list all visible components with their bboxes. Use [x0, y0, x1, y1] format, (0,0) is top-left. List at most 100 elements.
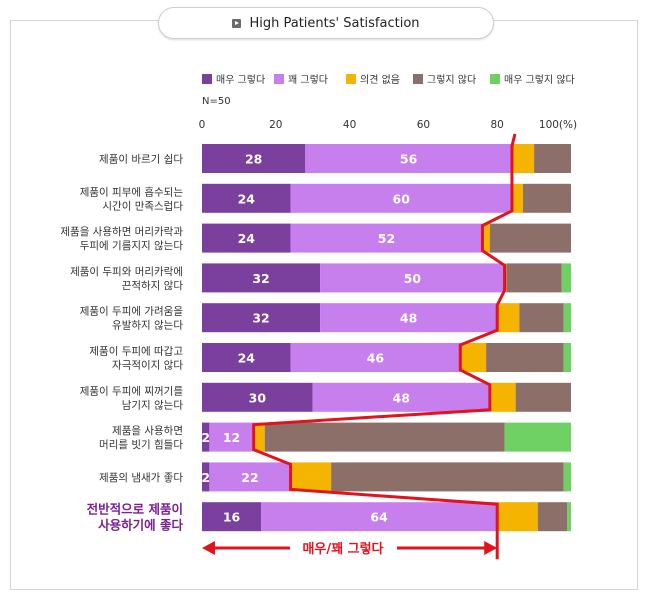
bar-segment: [563, 343, 571, 372]
bar-segment: [320, 263, 505, 293]
category-label: 자극적이지 않다: [112, 359, 183, 371]
category-label: 제품이 두피에 가려움을: [80, 306, 184, 318]
bar-segment: [305, 144, 512, 173]
bar-segment: [202, 343, 291, 372]
bar-segment: [515, 382, 571, 412]
bar-segment: [497, 303, 520, 333]
sample-size-note: N=50: [202, 96, 231, 107]
category-label: 시간이 만족스럽다: [102, 199, 183, 212]
data-label: 24: [238, 351, 256, 366]
bar-segment: [202, 263, 321, 293]
bar-segment: [504, 422, 571, 452]
bar-segment: [264, 422, 505, 452]
legend-label: 그렇지 않다: [427, 73, 476, 86]
bar-segment: [202, 422, 210, 452]
data-label: 64: [370, 510, 388, 525]
data-label: 48: [393, 390, 410, 405]
bar-segment: [290, 223, 483, 253]
legend-swatch: [274, 74, 284, 84]
title-pill: High Patients' Satisfaction: [158, 7, 494, 39]
bar-segment: [209, 422, 254, 452]
bar-segment: [482, 223, 490, 253]
bar-segment: [523, 183, 571, 213]
category-label: 제품이 두피에 찌꺼기를: [80, 385, 184, 397]
category-label: 사용하기에 좋다: [98, 517, 183, 532]
data-label: 32: [252, 271, 269, 286]
bar-segment: [563, 462, 571, 492]
bar-segment: [202, 502, 262, 532]
bar-segment: [486, 343, 564, 372]
data-label: 24: [238, 231, 256, 246]
category-label: 제품이 피부에 흡수되는: [80, 185, 184, 198]
data-label: 28: [245, 152, 262, 167]
data-label: 2: [201, 430, 210, 445]
chart-title: High Patients' Satisfaction: [249, 15, 420, 31]
bar-segment: [202, 223, 291, 253]
category-label: 머리를 빗기 힘들다: [99, 439, 183, 451]
bar-segment: [511, 144, 535, 173]
category-label: 남기지 않는다: [122, 399, 184, 411]
x-tick-label: 0: [199, 119, 206, 131]
bar-segment: [460, 343, 487, 372]
x-tick-label: 80: [491, 119, 504, 131]
bar-segment: [331, 462, 564, 492]
bar-segment: [202, 303, 321, 333]
data-label: 30: [249, 390, 267, 405]
data-label: 16: [223, 510, 241, 525]
data-label: 12: [223, 430, 240, 445]
data-label: 2: [201, 470, 210, 485]
bar-segment: [202, 144, 306, 173]
category-label: 제품이 두피에 따갑고: [89, 345, 183, 357]
arrow-head-right: [484, 541, 498, 555]
category-label: 제품을 사용하면: [112, 424, 183, 437]
data-label: 60: [393, 191, 411, 206]
bar-segment: [202, 183, 291, 213]
arrow-head-left: [202, 541, 215, 555]
bar-segment: [511, 183, 524, 213]
bar-segment: [567, 502, 571, 532]
category-label: 유발하지 않는다: [112, 319, 183, 332]
data-label: 24: [238, 191, 256, 206]
legend-label: 매우 그렇지 않다: [504, 73, 575, 86]
bar-segment: [561, 263, 571, 293]
category-label: 제품이 두피와 머리카락에: [70, 266, 183, 278]
legend-swatch: [490, 74, 500, 84]
legend-swatch: [413, 74, 423, 84]
agreement-line: [252, 133, 517, 560]
data-label: 22: [241, 470, 258, 485]
bar-segment: [261, 502, 498, 532]
data-label: 32: [252, 311, 269, 326]
data-label: 56: [400, 152, 418, 167]
bar-segment: [290, 462, 332, 492]
legend-label: 매우 그렇다: [216, 73, 265, 86]
legend-swatch: [202, 74, 212, 84]
bar-segment: [290, 343, 461, 372]
category-label: 끈적하지 않다: [122, 279, 184, 292]
data-label: 48: [400, 311, 417, 326]
bar-segment: [537, 502, 568, 532]
bar-segment: [202, 462, 210, 492]
legend-label: 꽤 그렇다: [288, 73, 328, 86]
x-tick-label: 20: [269, 119, 282, 131]
legend-label: 의견 없음: [360, 73, 400, 86]
bar-segment: [489, 382, 516, 412]
arrow-label: 매우/꽤 그렇다: [302, 541, 383, 557]
bar-segment: [320, 303, 498, 333]
x-tick-label: 40: [343, 119, 356, 131]
bar-segment: [534, 144, 571, 173]
bar-segment: [253, 422, 265, 452]
bar-segment: [519, 303, 564, 333]
legend-swatch: [346, 74, 356, 84]
data-label: 52: [378, 231, 395, 246]
x-tick-label: 60: [417, 119, 430, 131]
bar-segment: [312, 382, 490, 412]
category-label: 전반적으로 제품이: [87, 501, 183, 516]
data-label: 46: [367, 351, 385, 366]
bar-segment: [563, 303, 571, 333]
category-label: 두피에 기름지지 않는다: [80, 240, 184, 252]
bar-segment: [209, 462, 291, 492]
data-label: 50: [404, 271, 422, 286]
bar-segment: [497, 502, 538, 532]
play-icon: [232, 18, 242, 28]
